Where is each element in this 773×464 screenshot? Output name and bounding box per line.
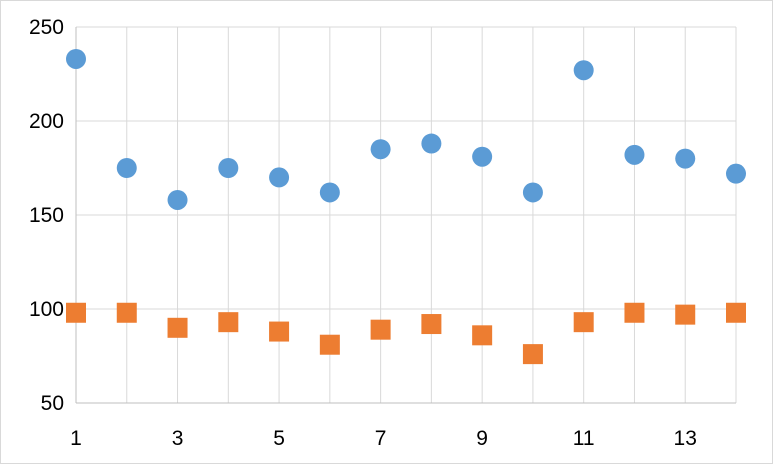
y-tick-label: 50 — [41, 392, 64, 415]
series-2-point — [522, 344, 543, 365]
x-tick-label: 7 — [375, 427, 387, 450]
series-2-point — [218, 312, 239, 333]
series-1-point — [624, 144, 645, 165]
y-tick-label: 100 — [29, 298, 64, 321]
series-2-point — [66, 302, 86, 323]
series-2-point — [269, 321, 290, 342]
axes — [75, 27, 736, 404]
series-1-point — [726, 163, 746, 184]
series-1-point — [573, 60, 594, 81]
series-1-point — [319, 182, 340, 203]
series-1-point — [167, 189, 188, 210]
x-tick-label: 13 — [674, 427, 697, 450]
series-1-point — [522, 182, 543, 203]
series-1-point — [116, 158, 137, 178]
series-2-point — [726, 302, 746, 323]
series-2-point — [421, 314, 442, 335]
x-tick-label: 5 — [273, 427, 285, 450]
x-tick-label: 9 — [476, 427, 488, 450]
series-1-point — [421, 133, 442, 154]
series-2-point — [472, 325, 493, 346]
gridlines — [76, 26, 737, 403]
series-1-point — [370, 139, 391, 160]
series-2-point — [116, 302, 137, 323]
x-tick-label: 1 — [70, 427, 82, 450]
x-tick-label: 11 — [573, 427, 595, 450]
series-2-point — [319, 334, 340, 355]
series-2-point — [370, 319, 391, 340]
series-2-point — [624, 302, 645, 323]
series-1-point — [218, 158, 239, 178]
series-1-point — [472, 146, 493, 167]
y-tick-label: 200 — [29, 110, 64, 133]
series-1-point — [66, 48, 86, 69]
series-1-point — [675, 148, 696, 169]
series-2-point — [167, 317, 188, 338]
y-tick-label: 150 — [29, 204, 64, 227]
series-2-point — [675, 304, 696, 325]
series-1-point — [269, 167, 290, 188]
x-tick-label: 3 — [172, 427, 184, 450]
y-tick-label: 250 — [29, 16, 64, 39]
data-points — [66, 48, 746, 365]
series-2-point — [573, 312, 594, 333]
